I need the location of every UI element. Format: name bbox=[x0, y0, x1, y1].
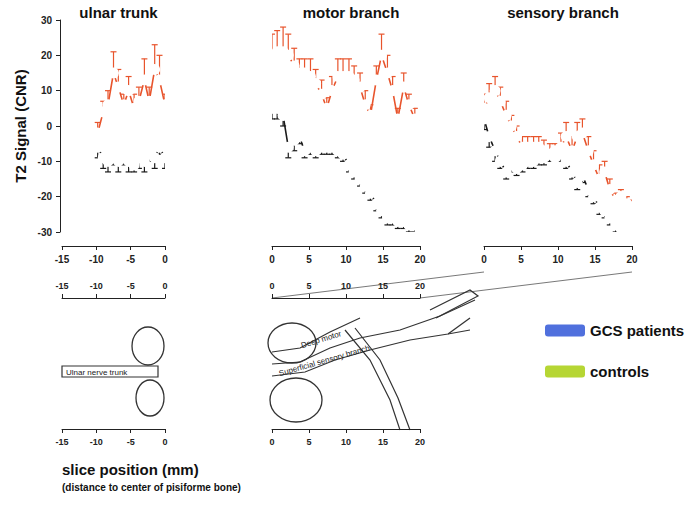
svg-text:0: 0 bbox=[162, 281, 167, 291]
svg-text:-10: -10 bbox=[90, 437, 103, 447]
svg-text:20: 20 bbox=[414, 254, 426, 265]
svg-text:5: 5 bbox=[518, 254, 524, 265]
svg-text:-10: -10 bbox=[89, 254, 104, 265]
svg-text:0: 0 bbox=[269, 254, 275, 265]
svg-text:0: 0 bbox=[162, 254, 168, 265]
svg-text:10: 10 bbox=[552, 254, 564, 265]
svg-text:Ulnar nerve trunk: Ulnar nerve trunk bbox=[66, 368, 128, 377]
svg-text:ulnar trunk: ulnar trunk bbox=[79, 4, 158, 21]
svg-text:20: 20 bbox=[415, 437, 425, 447]
svg-text:Superficial sensory branch: Superficial sensory branch bbox=[278, 344, 371, 379]
svg-text:sensory branch: sensory branch bbox=[507, 4, 619, 21]
svg-text:10: 10 bbox=[340, 254, 352, 265]
svg-text:-10: -10 bbox=[38, 156, 53, 167]
svg-text:-15: -15 bbox=[55, 281, 68, 291]
svg-text:T2 Signal (CNR): T2 Signal (CNR) bbox=[12, 69, 29, 182]
svg-text:-5: -5 bbox=[127, 281, 135, 291]
svg-text:15: 15 bbox=[589, 254, 601, 265]
svg-text:-30: -30 bbox=[38, 227, 53, 238]
svg-text:30: 30 bbox=[41, 15, 53, 26]
svg-text:controls: controls bbox=[590, 363, 649, 380]
svg-text:15: 15 bbox=[378, 437, 388, 447]
svg-text:-5: -5 bbox=[126, 254, 135, 265]
svg-text:20: 20 bbox=[415, 281, 425, 291]
svg-text:0: 0 bbox=[481, 254, 487, 265]
svg-text:10: 10 bbox=[341, 281, 351, 291]
svg-text:0: 0 bbox=[162, 437, 167, 447]
svg-text:Deep motor: Deep motor bbox=[300, 329, 343, 350]
svg-text:20: 20 bbox=[41, 50, 53, 61]
svg-text:-20: -20 bbox=[38, 191, 53, 202]
svg-text:-15: -15 bbox=[55, 254, 70, 265]
svg-text:-5: -5 bbox=[127, 437, 135, 447]
svg-text:10: 10 bbox=[341, 437, 351, 447]
svg-text:(distance to center of pisifor: (distance to center of pisiforme bone) bbox=[62, 482, 241, 493]
svg-text:0: 0 bbox=[269, 281, 274, 291]
svg-text:15: 15 bbox=[378, 281, 388, 291]
svg-text:5: 5 bbox=[306, 437, 311, 447]
svg-text:-10: -10 bbox=[90, 281, 103, 291]
svg-text:-15: -15 bbox=[55, 437, 68, 447]
svg-text:0: 0 bbox=[269, 437, 274, 447]
svg-text:10: 10 bbox=[41, 85, 53, 96]
svg-text:5: 5 bbox=[306, 281, 311, 291]
svg-text:15: 15 bbox=[377, 254, 389, 265]
svg-text:20: 20 bbox=[626, 254, 638, 265]
svg-text:5: 5 bbox=[306, 254, 312, 265]
svg-text:slice position (mm): slice position (mm) bbox=[62, 461, 199, 478]
svg-text:motor branch: motor branch bbox=[303, 4, 400, 21]
svg-text:GCS patients: GCS patients bbox=[590, 322, 684, 339]
svg-text:0: 0 bbox=[46, 121, 52, 132]
